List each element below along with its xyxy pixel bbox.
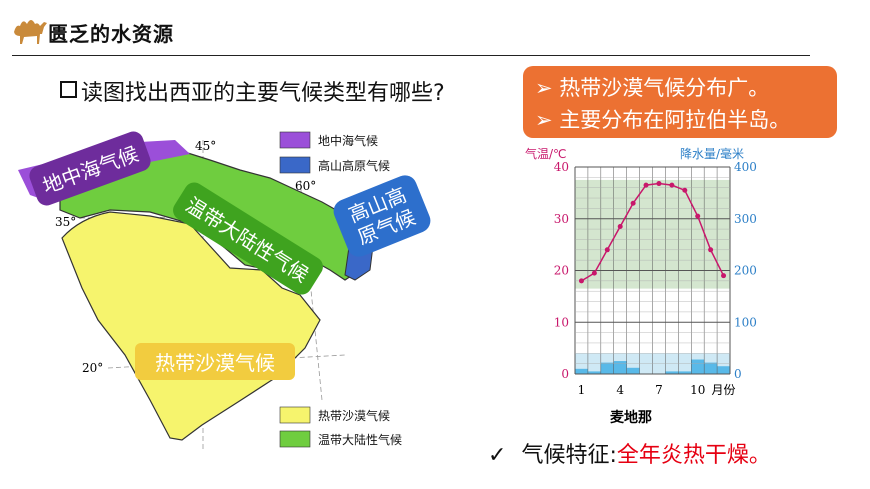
- lon-45-label: 45°: [195, 139, 216, 153]
- y-left-tick-label: 0: [561, 367, 569, 381]
- chart-temp-line: [578, 181, 727, 284]
- legend-swatch-mediterranean: [279, 131, 311, 149]
- chart-bar: [665, 371, 679, 374]
- x-tick-label: 7: [655, 383, 663, 397]
- chart-bar: [575, 368, 588, 374]
- temp-point: [669, 182, 675, 188]
- page-title: 匮乏的水资源: [48, 22, 174, 46]
- y-left-tick-label: 40: [554, 160, 569, 174]
- x-tick-label: 4: [616, 383, 624, 397]
- y-right-tick-label: 100: [734, 315, 757, 329]
- temp-point: [617, 224, 623, 230]
- question-text: 读图找出西亚的主要气候类型有哪些?: [60, 75, 445, 107]
- y-left-tick-label: 20: [554, 264, 569, 278]
- info-line-2: ➢ 主要分布在阿拉伯半岛。: [535, 108, 791, 132]
- legend-label-desert: 热带沙漠气候: [318, 408, 390, 423]
- question-label: 读图找出西亚的主要气候类型有哪些?: [81, 81, 445, 106]
- chart-bar: [626, 367, 640, 374]
- header-divider: [12, 55, 810, 56]
- temp-point: [708, 247, 714, 253]
- legend-label-temperate: 温带大陆性气候: [318, 432, 402, 447]
- y-left-tick-label: 10: [554, 315, 569, 329]
- temp-point: [591, 270, 597, 276]
- chart-bar: [678, 371, 692, 374]
- legend-swatch-highland: [279, 156, 311, 174]
- legend-swatch-desert: [279, 406, 311, 424]
- temp-point: [695, 213, 701, 219]
- y-right-tick-label: 200: [734, 264, 757, 278]
- x-axis-suffix: 月份: [712, 383, 736, 397]
- temp-point: [604, 247, 610, 253]
- lat-35-label: 35°: [55, 215, 76, 229]
- y-right-tick-label: 400: [734, 160, 757, 174]
- chart-bar: [717, 366, 730, 374]
- chart-ylabel-right: 降水量/毫米: [680, 146, 744, 161]
- y-right-tick-label: 0: [734, 367, 742, 381]
- lat-20-label: 20°: [82, 361, 103, 375]
- temp-point: [656, 181, 662, 187]
- tag-desert: 热带沙漠气候: [135, 343, 295, 380]
- chart-bar: [587, 371, 601, 374]
- temp-point: [578, 278, 584, 284]
- temp-point: [721, 273, 727, 279]
- chart-precip-bars: [575, 359, 730, 374]
- info-box: ➢ 热带沙漠气候分布广。 ➢ 主要分布在阿拉伯半岛。: [523, 66, 837, 138]
- y-right-tick-label: 300: [734, 212, 757, 226]
- temp-point: [643, 182, 649, 188]
- temp-point: [630, 200, 636, 206]
- chart-title: 麦地那: [610, 409, 652, 426]
- temp-point: [682, 187, 688, 193]
- chart-grid: [574, 166, 731, 375]
- chart-bar: [691, 359, 705, 374]
- temp-line: [581, 182, 725, 282]
- legend-swatch-temperate: [279, 430, 311, 448]
- legend-label-mediterranean: 地中海气候: [318, 133, 378, 148]
- chart-ylabel-left: 气温/℃: [525, 146, 567, 161]
- chart-bar: [600, 362, 614, 374]
- conclusion-highlight: 全年炎热干燥。: [616, 443, 771, 468]
- camel-icon: [14, 20, 47, 44]
- y-left-tick-label: 30: [554, 212, 569, 226]
- x-tick-label: 10: [690, 383, 705, 397]
- check-icon: ✓: [488, 443, 507, 468]
- chart-bar: [704, 362, 718, 374]
- legend-label-highland: 高山高原气候: [318, 158, 390, 173]
- info-line-1: ➢ 热带沙漠气候分布广。: [535, 76, 770, 100]
- conclusion: ✓ 气候特征:全年炎热干燥。: [488, 437, 771, 469]
- chart-bar: [613, 361, 627, 374]
- conclusion-prefix: 气候特征:: [521, 443, 617, 468]
- lon-60-label: 60°: [295, 179, 316, 193]
- x-tick-label: 1: [578, 383, 586, 397]
- checkbox-icon: [60, 81, 77, 98]
- tag-desert-label: 热带沙漠气候: [155, 351, 275, 375]
